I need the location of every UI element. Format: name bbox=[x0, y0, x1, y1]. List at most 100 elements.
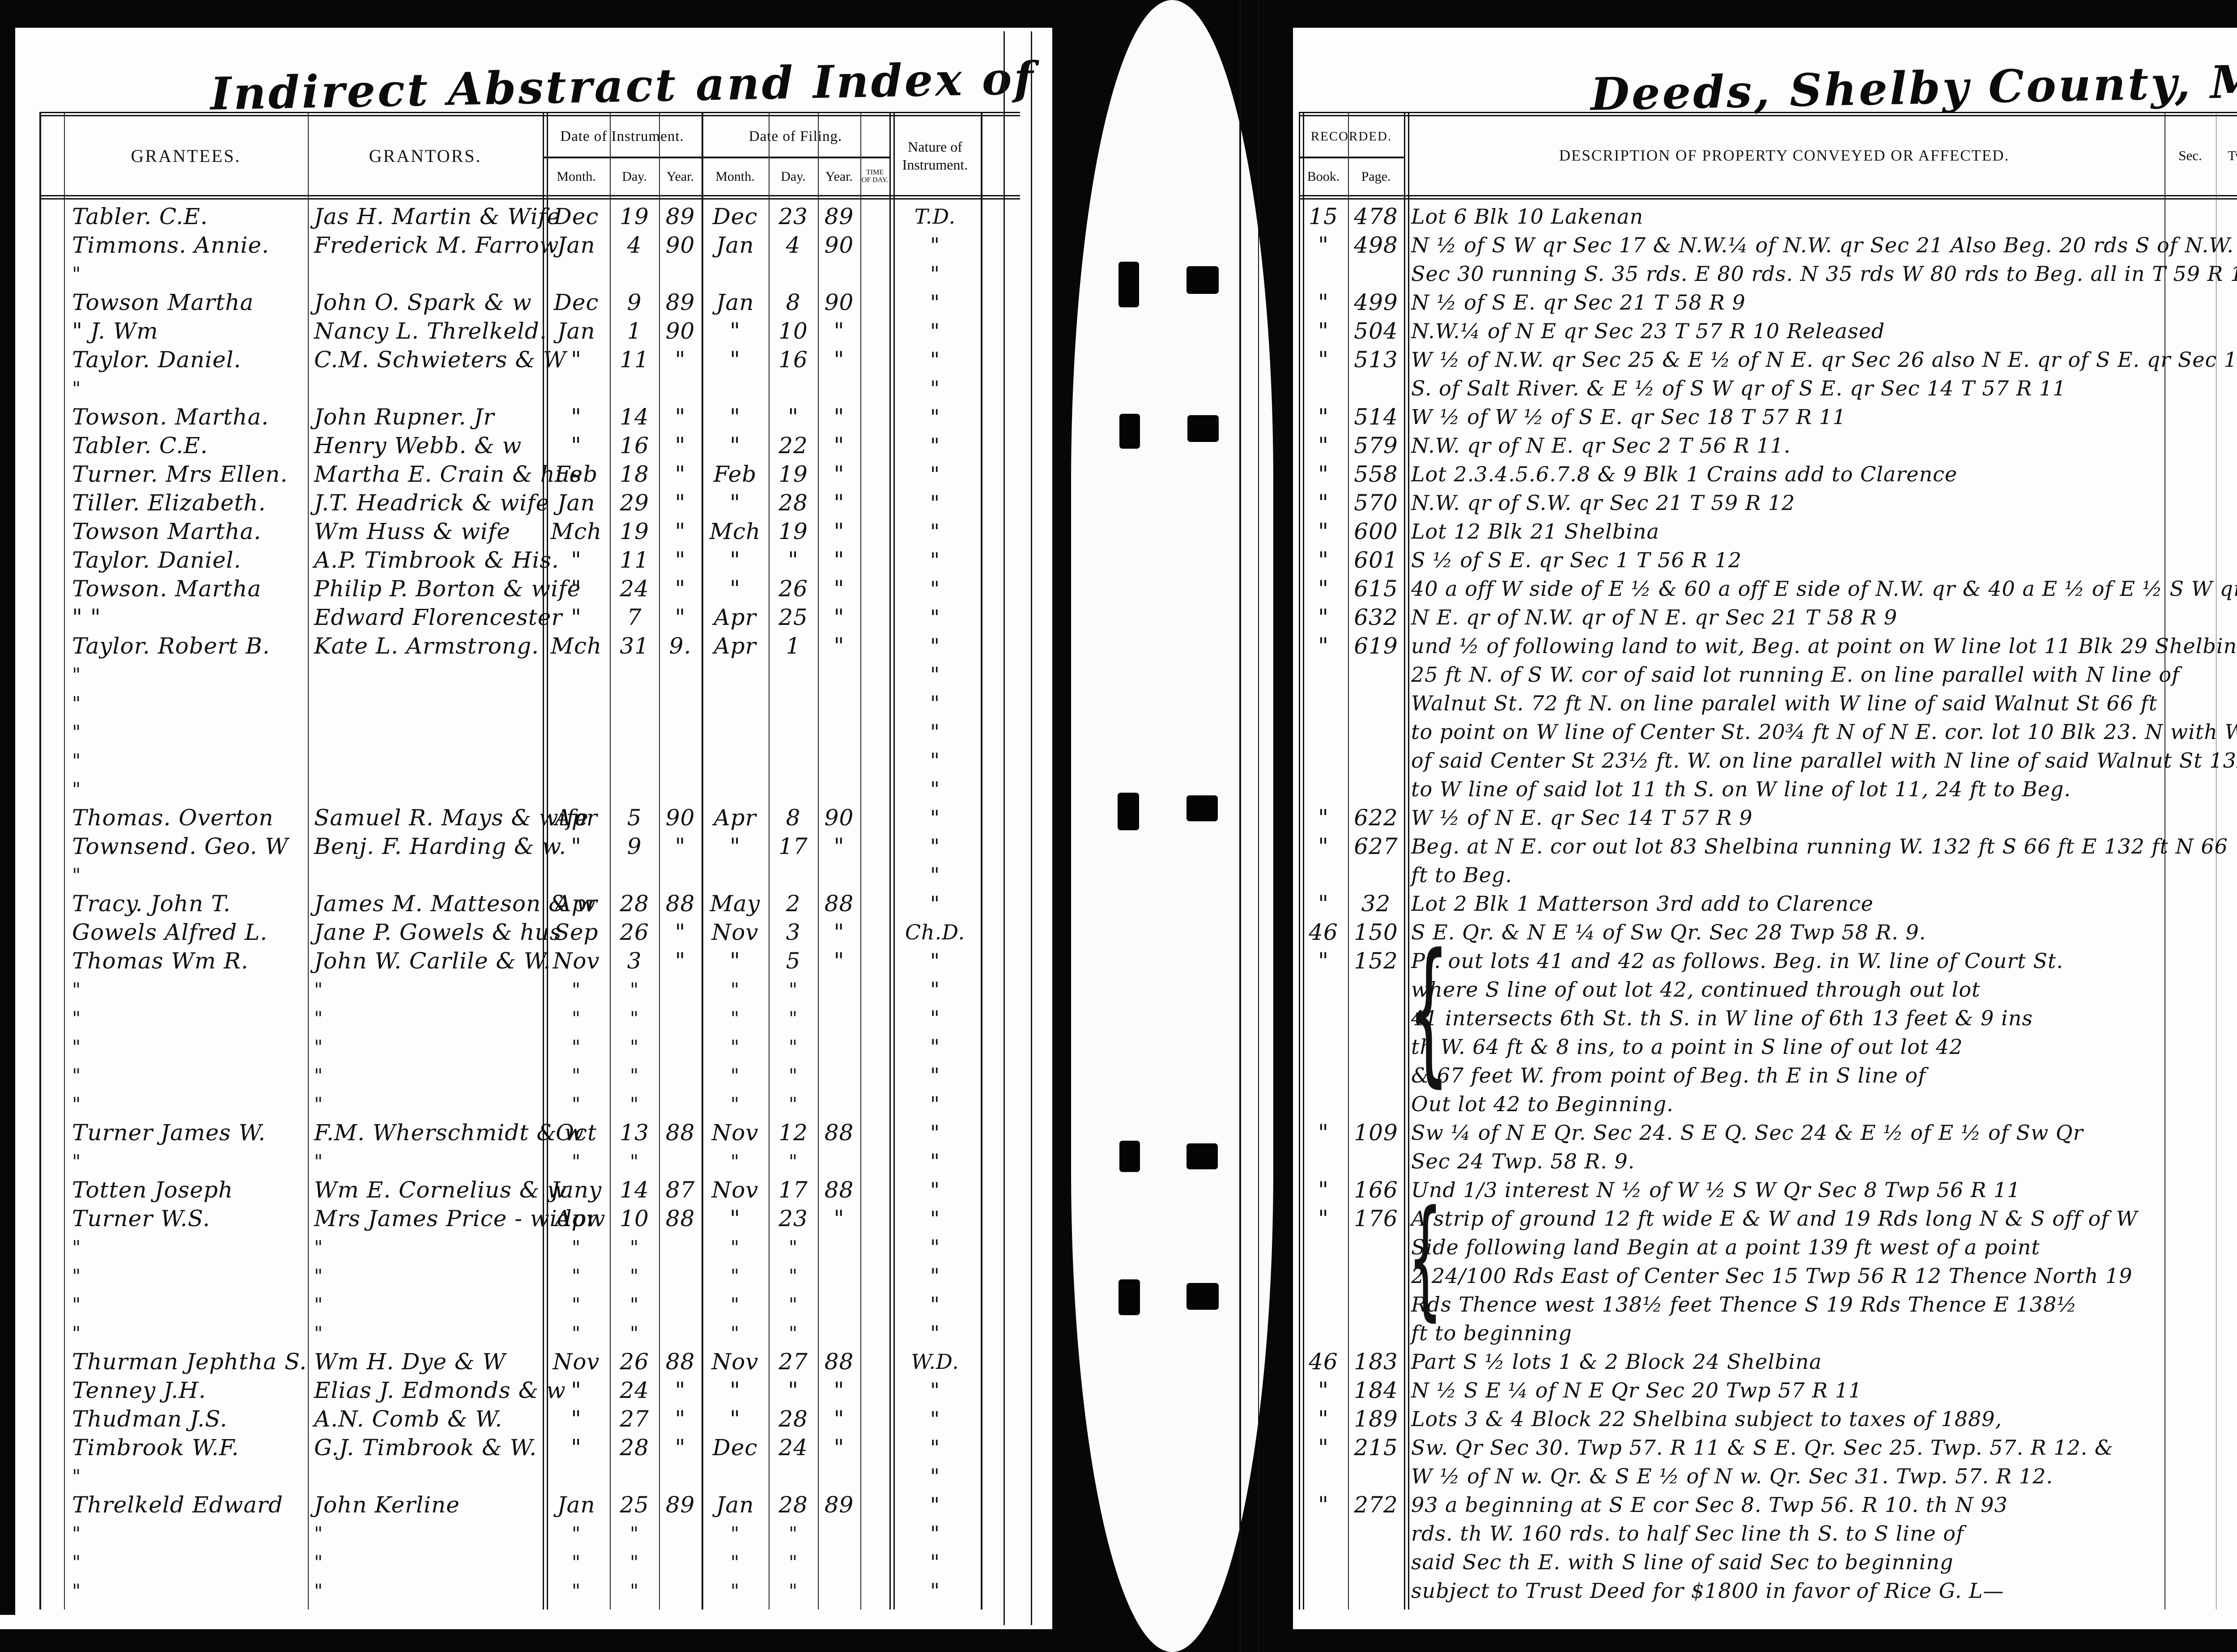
nature-cell: " bbox=[930, 233, 940, 257]
ledger-row-left-cont: " " " " " " " bbox=[39, 1290, 1020, 1319]
nature-cell: " bbox=[930, 348, 940, 372]
grantor-cell: Nancy L. Threlkeld. bbox=[314, 318, 547, 344]
description-cell: Out lot 42 to Beginning. bbox=[1411, 1092, 1674, 1116]
nature-ditto: " bbox=[930, 1521, 940, 1546]
cell-empty bbox=[659, 660, 702, 689]
description-cell: W ½ of N w. Qr. & S E ½ of N w. Qr. Sec … bbox=[1411, 1464, 2053, 1488]
row-margin-cell bbox=[39, 1204, 64, 1233]
instr-day-ditto: " bbox=[629, 1007, 639, 1029]
row-margin-cell bbox=[39, 1233, 64, 1261]
filing-day-cell: " bbox=[788, 404, 799, 430]
instr-month-cell: Nov bbox=[553, 948, 600, 974]
filing-day-cell: 22 bbox=[778, 433, 808, 459]
description-cell: N ½ of S E. qr Sec 21 T 58 R 9 bbox=[1411, 290, 1746, 314]
ledger-row-right-cont: Rds Thence west 138½ feet Thence S 19 Rd… bbox=[1299, 1290, 2237, 1319]
grantee-ditto: " bbox=[72, 377, 81, 399]
row-margin-cell bbox=[39, 975, 64, 1004]
description-cell: S E. Qr. & N E ¼ of Sw Qr. Sec 28 Twp 58… bbox=[1411, 920, 1927, 944]
time-of-day-cell bbox=[860, 603, 889, 632]
ledger-row-right-cont: said Sec th E. with S line of said Sec t… bbox=[1299, 1548, 2237, 1576]
grantor-cell-empty bbox=[308, 374, 543, 403]
instr-year-cell: 88 bbox=[665, 1120, 695, 1146]
filing-year-label: Year. bbox=[825, 169, 853, 184]
filing-day-cell: 17 bbox=[778, 1177, 808, 1203]
page-cell: 215 bbox=[1354, 1435, 1398, 1461]
book-cell: 46 bbox=[1309, 919, 1338, 945]
time-of-day-cell bbox=[860, 1261, 889, 1290]
page-cell: 579 bbox=[1354, 433, 1398, 459]
cell-empty bbox=[769, 689, 818, 718]
ledger-row-left-cont: " " " " " " " bbox=[39, 1519, 1020, 1548]
book-cell: " bbox=[1318, 1206, 1329, 1232]
instr-year-cell: 88 bbox=[665, 1206, 695, 1232]
grantor-cell: John O. Spark & w bbox=[314, 289, 532, 315]
grantor-cell: Wm H. Dye & W bbox=[314, 1349, 506, 1375]
book-cell: " bbox=[1318, 833, 1329, 859]
instr-month-ditto: " bbox=[571, 1007, 581, 1029]
description-cell: Lot 6 Blk 10 Lakenan bbox=[1411, 204, 1644, 229]
ledger-row-right-cont: Sec 30 running S. 35 rds. E 80 rds. N 35… bbox=[1299, 259, 2237, 288]
nature-cell: " bbox=[930, 405, 940, 429]
ledger-row-left: Tabler. C.E. Jas H. Martin & Wife Dec 19 89 D… bbox=[39, 202, 1020, 231]
scan-border-left bbox=[0, 0, 15, 1615]
sec-twp-rng-cell bbox=[2165, 775, 2237, 803]
time-of-day-cell bbox=[860, 431, 889, 460]
book-spine bbox=[1052, 0, 1293, 1652]
page-cell: 109 bbox=[1354, 1120, 1398, 1146]
ledger-row-right: " 504 N.W.¼ of N E qr Sec 23 T 57 R 10 Rel… bbox=[1299, 317, 2237, 345]
filing-year-cell: " bbox=[834, 1406, 845, 1432]
time-of-day-cell bbox=[860, 403, 889, 431]
ledger-row-left: Towson. Martha Philip P. Borton & wife " 24… bbox=[39, 574, 1020, 603]
time-of-day-cell bbox=[860, 517, 889, 546]
description-cell: Part S ½ lots 1 & 2 Block 24 Shelbina bbox=[1411, 1350, 1822, 1374]
book-cell: " bbox=[1318, 347, 1329, 373]
page-cell-empty bbox=[1348, 1090, 1404, 1118]
filing-month-ditto: " bbox=[730, 1036, 740, 1058]
nature-cell: " bbox=[930, 290, 940, 314]
nature-ditto: " bbox=[930, 1264, 940, 1288]
instr-year-cell: " bbox=[675, 433, 686, 459]
time-of-day-cell bbox=[860, 918, 889, 947]
nature-ditto: " bbox=[930, 1063, 940, 1087]
ledger-row-right-cont: Side following land Begin at a point 139… bbox=[1299, 1233, 2237, 1261]
cell-empty bbox=[818, 1032, 860, 1061]
grantor-ditto: " bbox=[314, 1265, 323, 1287]
cell-empty bbox=[659, 861, 702, 889]
grantee-cell: Turner James W. bbox=[72, 1120, 266, 1146]
book-cell: " bbox=[1318, 461, 1329, 487]
description-cell: S. of Salt River. & E ½ of S W qr of S E… bbox=[1411, 376, 2067, 400]
filing-day-cell: 8 bbox=[786, 289, 801, 315]
page-cell-empty bbox=[1348, 1261, 1404, 1290]
cell-empty bbox=[659, 718, 702, 746]
instr-year-cell: " bbox=[675, 833, 686, 859]
cell-empty bbox=[659, 1032, 702, 1061]
description-cell: ft to Beg. bbox=[1411, 863, 1513, 887]
page-cell: 570 bbox=[1354, 490, 1398, 516]
page-cell-empty bbox=[1348, 718, 1404, 746]
filing-year-cell: 88 bbox=[824, 1120, 854, 1146]
cell-empty bbox=[702, 660, 769, 689]
book-cell: " bbox=[1318, 1492, 1329, 1518]
grantor-ditto: " bbox=[314, 1322, 323, 1344]
ledger-row-right: " 498 N ½ of S W qr Sec 17 & N.W.¼ of N.W.… bbox=[1299, 231, 2237, 259]
description-cell: 41 intersects 6th St. th S. in W line of… bbox=[1411, 1006, 2033, 1030]
page-cell-empty bbox=[1348, 689, 1404, 718]
ledger-row-right-cont: of said Center St 23½ ft. W. on line par… bbox=[1299, 746, 2237, 775]
sec-twp-rng-cell bbox=[2165, 947, 2237, 975]
description-cell: ft to beginning bbox=[1411, 1321, 1572, 1345]
grantee-cell: Taylor. Daniel. bbox=[72, 347, 242, 373]
ledger-row-left-cont: " " " " " " " bbox=[39, 1147, 1020, 1176]
book-cell-empty bbox=[1299, 1319, 1348, 1347]
cell-empty bbox=[610, 259, 659, 288]
instr-day-ditto: " bbox=[629, 1551, 639, 1573]
ledger-row-right: " 601 S ½ of S E. qr Sec 1 T 56 R 12 bbox=[1299, 546, 2237, 574]
nature-cell: " bbox=[930, 1435, 940, 1460]
grantor-cell: G.J. Timbrook & W. bbox=[314, 1435, 537, 1461]
sec-twp-rng-cell bbox=[2165, 718, 2237, 746]
time-of-day-cell bbox=[860, 1519, 889, 1548]
filing-month-cell: Nov bbox=[711, 1120, 759, 1146]
cell-empty bbox=[659, 1290, 702, 1319]
book-cell: " bbox=[1318, 948, 1329, 974]
time-of-day-cell bbox=[860, 1433, 889, 1462]
